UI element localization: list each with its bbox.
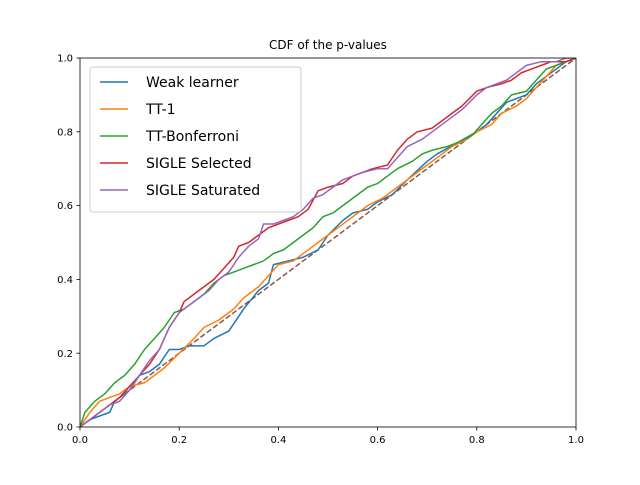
legend-label: SIGLE Saturated <box>146 183 260 199</box>
x-tick-label: 0.6 <box>370 435 386 446</box>
x-tick-label: 0.8 <box>469 435 485 446</box>
legend-label: TT-1 <box>145 102 176 118</box>
x-tick-label: 0.2 <box>171 435 187 446</box>
legend-box <box>89 66 302 213</box>
series-line-weak-learner <box>80 58 576 427</box>
plot-area <box>80 58 576 427</box>
y-tick-label: 0.2 <box>57 349 73 360</box>
series-line-tt-bonferroni <box>80 58 576 427</box>
reference-diagonal-line <box>80 58 576 427</box>
axes-frame <box>79 57 577 428</box>
chart-title: CDF of the p-values <box>269 38 387 52</box>
axes: 0.0 0.2 0.4 0.6 0.8 1.0 0.0 0.2 0.4 0.6 0.8 1.0 <box>57 54 584 446</box>
legend-label: SIGLE Selected <box>146 156 252 172</box>
y-tick-label: 0.4 <box>57 275 73 286</box>
x-tick-label: 1.0 <box>568 435 584 446</box>
legend-label: TT-Bonferroni <box>145 129 239 145</box>
y-tick-label: 0.0 <box>57 423 73 434</box>
legend: Weak learner TT-1 TT-Bonferroni SIGLE Selec… <box>89 66 302 213</box>
x-tick-label: 0.4 <box>270 435 286 446</box>
y-tick-label: 0.6 <box>57 201 73 212</box>
y-tick-label: 1.0 <box>57 54 73 65</box>
legend-label: Weak learner <box>146 75 239 91</box>
y-tick-label: 0.8 <box>57 127 73 138</box>
x-tick-label: 0.0 <box>72 435 88 446</box>
series-line-sigle-saturated <box>80 58 576 427</box>
series-lines <box>80 58 576 427</box>
series-line-tt-1 <box>80 58 576 427</box>
